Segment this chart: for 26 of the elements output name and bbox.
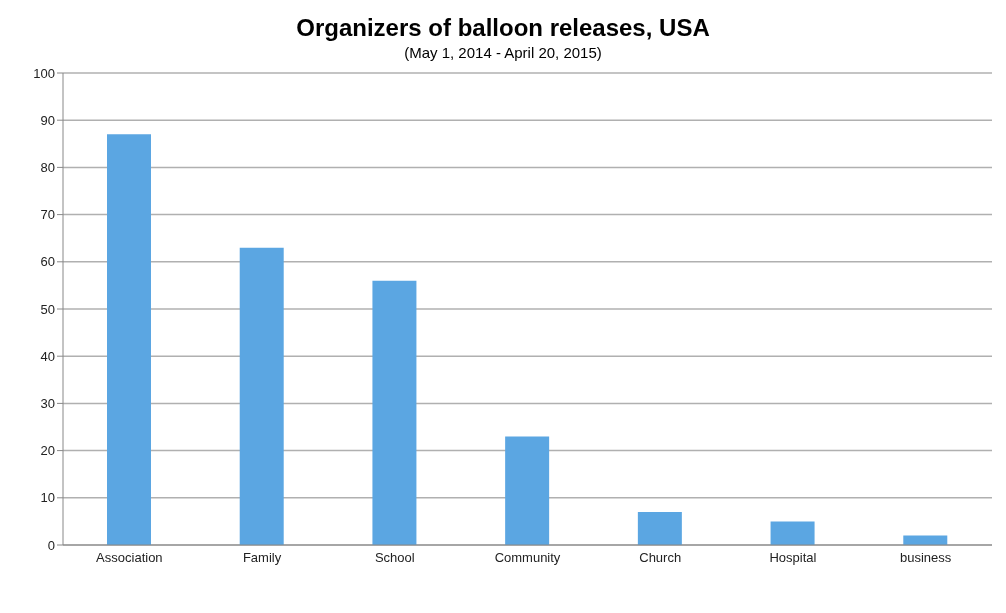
- y-tick-label: 100: [33, 65, 55, 81]
- y-tick-label: 50: [40, 301, 55, 317]
- x-tick-label: business: [899, 550, 952, 566]
- chart-subtitle: (May 1, 2014 - April 20, 2015): [403, 44, 603, 61]
- bar: [637, 511, 682, 545]
- bar: [107, 134, 151, 545]
- y-tick-label: 40: [40, 348, 55, 364]
- y-tick-label: 70: [40, 207, 55, 223]
- y-tick-label: 90: [40, 112, 55, 128]
- y-tick-label: 0: [47, 537, 55, 553]
- y-tick-label: 20: [40, 443, 55, 459]
- y-tick-label: 80: [40, 160, 55, 176]
- bar: [770, 521, 815, 545]
- bar: [239, 247, 284, 545]
- x-tick-label: Family: [242, 550, 282, 566]
- x-tick-label: Church: [639, 550, 682, 566]
- x-tick-label: Association: [96, 550, 163, 566]
- chart-title: Organizers of balloon releases, USA: [295, 14, 711, 42]
- bar: [505, 436, 550, 545]
- x-tick-label: Hospital: [769, 550, 817, 566]
- x-tick-label: Community: [494, 550, 561, 566]
- bar: [372, 280, 417, 545]
- y-tick-label: 30: [40, 396, 55, 412]
- y-tick-label: 10: [40, 490, 55, 506]
- y-tick-label: 60: [40, 254, 55, 270]
- x-tick-label: School: [374, 550, 415, 566]
